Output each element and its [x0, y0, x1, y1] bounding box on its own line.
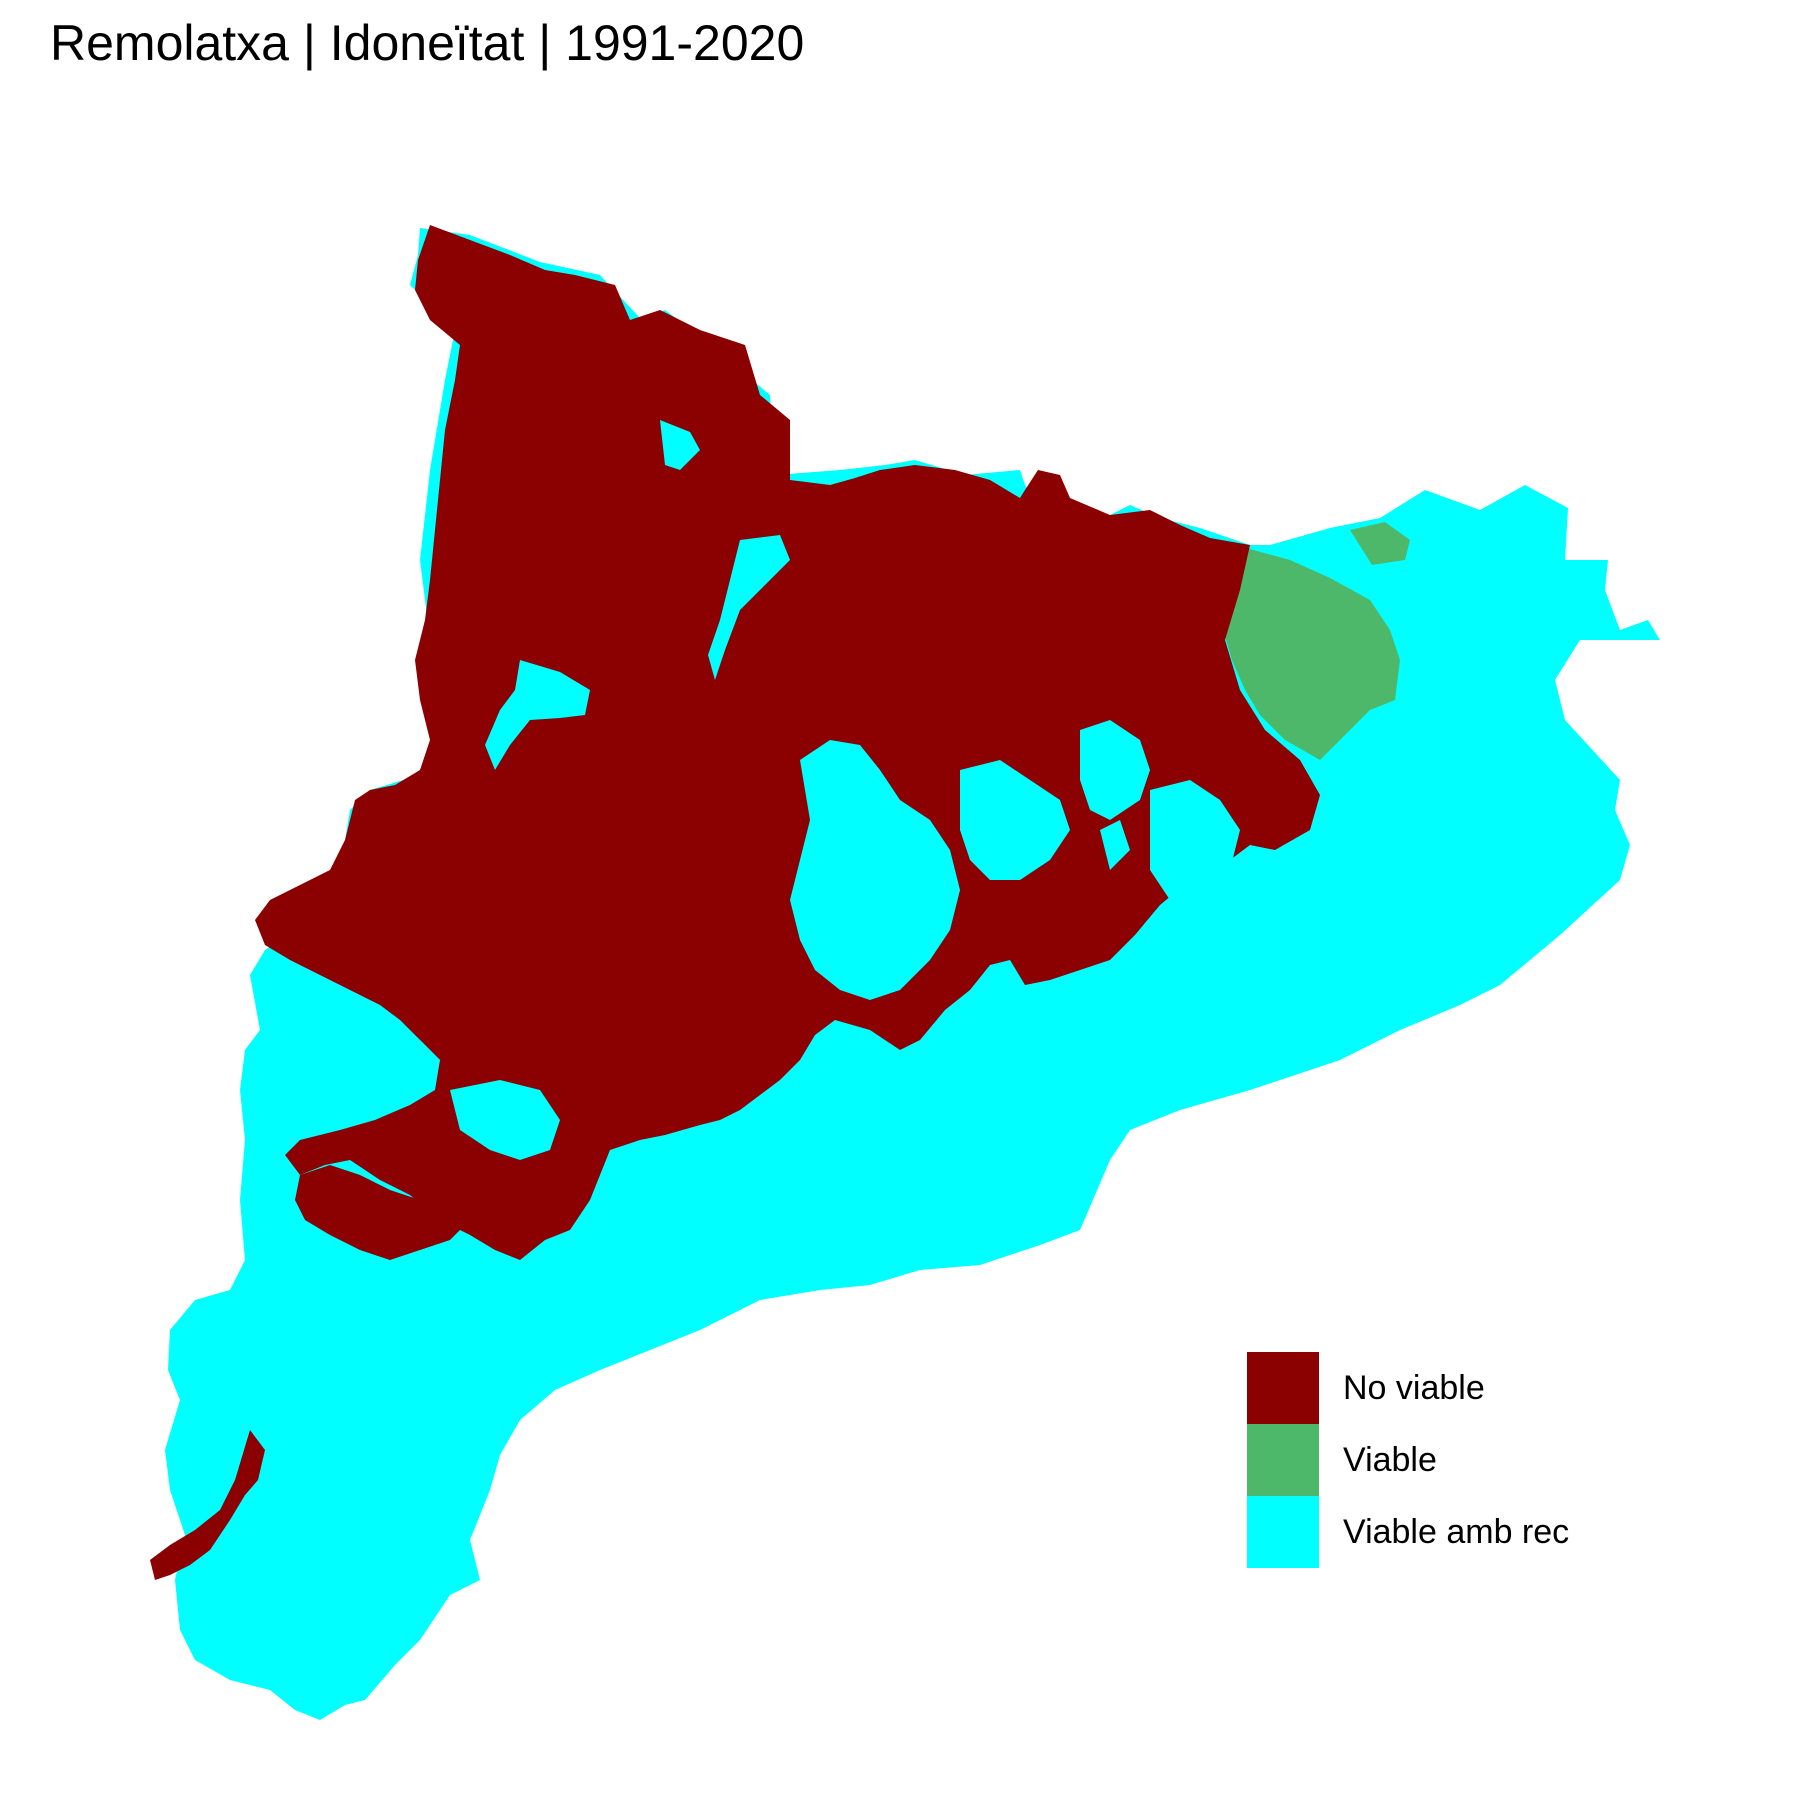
legend-item-viable: Viable: [1247, 1424, 1569, 1496]
legend-label-viable-amb-rec: Viable amb rec: [1343, 1512, 1570, 1551]
legend: No viable Viable Viable amb rec: [1247, 1352, 1569, 1568]
legend-item-viable-amb-rec: Viable amb rec: [1247, 1496, 1569, 1568]
legend-swatch-no-viable: [1247, 1352, 1319, 1424]
legend-label-no-viable: No viable: [1343, 1368, 1485, 1407]
region-viable: [960, 522, 1410, 760]
legend-label-viable: Viable: [1343, 1440, 1437, 1479]
legend-swatch-viable: [1247, 1424, 1319, 1496]
region-no-viable-south: [150, 1165, 470, 1580]
region-no-viable: [255, 225, 1320, 1260]
legend-swatch-viable-amb-rec: [1247, 1496, 1319, 1568]
legend-item-no-viable: No viable: [1247, 1352, 1569, 1424]
map-title: Remolatxa | Idoneïtat | 1991-2020: [50, 15, 805, 71]
